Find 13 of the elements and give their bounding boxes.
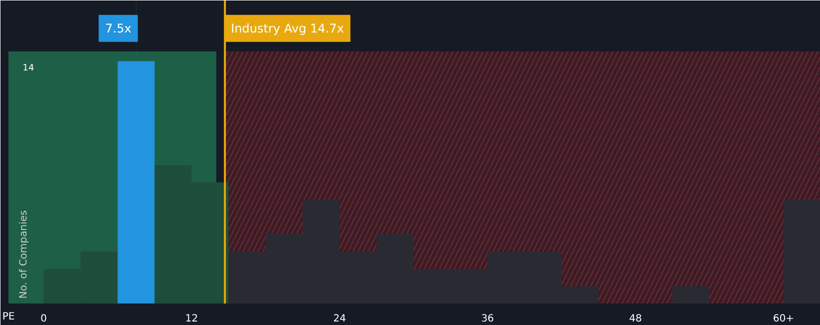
x-tick-label: 24 <box>333 314 346 324</box>
annotation: 14 <box>22 64 34 74</box>
ref-line-label: 7.5x <box>105 21 132 36</box>
x-tick-label: 0 <box>40 314 47 324</box>
ref-line-label: Industry Avg 14.7x <box>230 21 344 36</box>
x-tick-label: 48 <box>629 314 642 324</box>
x-tick-label: 12 <box>185 314 198 324</box>
x-tick-label: 36 <box>481 314 494 324</box>
y-axis-title: No. of Companies <box>18 210 30 299</box>
bar <box>672 286 710 304</box>
bar <box>784 200 820 304</box>
x-tick-label: 60+ <box>772 314 794 324</box>
x-axis-title: PE <box>2 312 15 322</box>
